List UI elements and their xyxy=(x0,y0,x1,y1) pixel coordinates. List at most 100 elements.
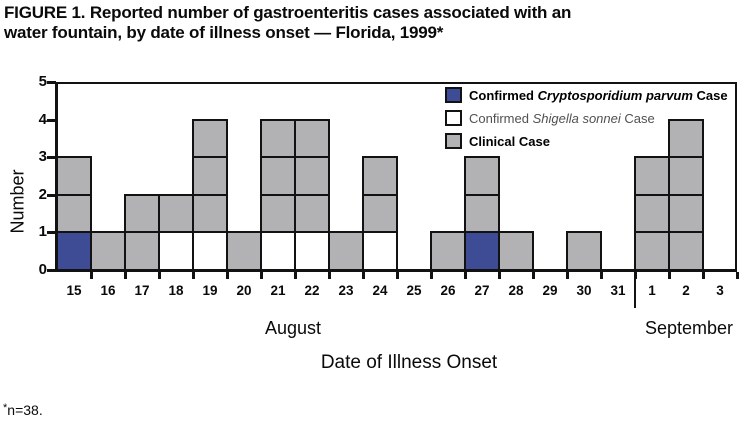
case-box-clinical xyxy=(192,193,228,234)
x-tick xyxy=(464,272,467,279)
case-box-clinical xyxy=(464,193,500,234)
x-tick xyxy=(498,272,501,279)
x-tick xyxy=(600,272,603,279)
month-separator-line xyxy=(634,269,636,308)
x-tick xyxy=(90,272,93,279)
x-tick-label-day: 28 xyxy=(508,283,524,298)
case-box-clinical xyxy=(498,231,534,271)
case-box-clinical xyxy=(56,193,92,234)
case-box-clinical xyxy=(328,231,364,271)
y-tick xyxy=(47,156,56,160)
legend: Confirmed Cryptosporidium parvum Case Con… xyxy=(445,87,728,156)
legend-swatch-clinical xyxy=(445,133,462,149)
case-box-clinical xyxy=(124,193,160,234)
x-tick-label-day: 31 xyxy=(610,283,626,298)
figure-title-line2: water fountain, by date of illness onset… xyxy=(4,23,444,42)
x-axis-title: Date of Illness Onset xyxy=(320,352,498,373)
case-box-clinical xyxy=(668,156,704,196)
x-tick xyxy=(124,272,127,279)
x-tick xyxy=(430,272,433,279)
legend-item-shigella: Confirmed Shigella sonnei Case xyxy=(445,110,728,126)
legend-item-clinical: Clinical Case xyxy=(445,133,728,149)
x-tick-label-day: 26 xyxy=(440,283,456,298)
x-tick xyxy=(260,272,263,279)
y-tick-label: 0 xyxy=(38,261,47,278)
footnote: *n=38. xyxy=(3,402,43,418)
legend-swatch-crypto xyxy=(445,87,462,103)
case-box-crypto xyxy=(464,231,500,271)
x-tick-label-day: 1 xyxy=(648,283,656,298)
y-tick xyxy=(47,81,56,84)
legend-label-crypto: Confirmed Cryptosporidium parvum Case xyxy=(469,87,728,103)
case-box-clinical xyxy=(124,231,160,271)
case-box-clinical xyxy=(634,231,670,271)
x-tick-label-day: 25 xyxy=(406,283,422,298)
x-tick xyxy=(566,272,569,279)
case-box-clinical xyxy=(294,156,330,196)
case-box-clinical xyxy=(56,156,92,196)
case-box-clinical xyxy=(668,193,704,234)
case-box-clinical xyxy=(634,193,670,234)
case-box-clinical xyxy=(430,231,466,271)
footnote-asterisk: * xyxy=(3,402,8,414)
case-box-clinical xyxy=(668,231,704,271)
legend-item-crypto: Confirmed Cryptosporidium parvum Case xyxy=(445,87,728,103)
x-tick-label-day: 21 xyxy=(270,283,286,298)
x-tick xyxy=(294,272,297,279)
x-tick-label-day: 17 xyxy=(134,283,150,298)
x-tick-label-day: 23 xyxy=(338,283,354,298)
x-tick xyxy=(192,272,195,279)
case-box-clinical xyxy=(260,193,296,234)
x-tick xyxy=(532,272,535,279)
case-box-shigella xyxy=(294,231,330,271)
case-box-clinical xyxy=(362,156,398,196)
y-tick-label: 3 xyxy=(38,148,47,166)
y-tick xyxy=(47,193,56,197)
figure-title: FIGURE 1. Reported number of gastroenter… xyxy=(4,3,744,43)
x-tick-label-day: 27 xyxy=(474,283,490,298)
x-tick-label-day: 18 xyxy=(168,283,184,298)
y-tick-label: 1 xyxy=(38,223,47,241)
x-tick xyxy=(396,272,399,279)
case-box-clinical xyxy=(668,118,704,159)
month-label-august: August xyxy=(265,318,322,338)
case-box-shigella xyxy=(362,231,398,271)
x-tick xyxy=(158,272,161,279)
y-tick xyxy=(47,269,56,272)
case-box-clinical xyxy=(192,118,228,159)
x-tick-label-day: 2 xyxy=(682,283,690,298)
x-tick-label-day: 19 xyxy=(202,283,218,298)
footnote-text: n=38. xyxy=(7,402,43,418)
x-tick-label-day: 29 xyxy=(542,283,558,298)
x-tick-label-day: 24 xyxy=(372,283,388,298)
legend-swatch-shigella xyxy=(445,110,462,126)
legend-label-clinical: Clinical Case xyxy=(469,133,550,149)
x-tick-label-day: 3 xyxy=(716,283,724,298)
case-box-clinical xyxy=(294,118,330,159)
y-tick xyxy=(47,118,56,122)
case-box-shigella xyxy=(260,231,296,271)
x-tick xyxy=(702,272,705,279)
x-tick-label-day: 30 xyxy=(576,283,592,298)
x-tick-label-day: 20 xyxy=(236,283,252,298)
case-box-clinical xyxy=(90,231,126,271)
case-box-shigella xyxy=(158,231,194,271)
x-tick xyxy=(226,272,229,279)
x-tick xyxy=(328,272,331,279)
case-box-clinical xyxy=(634,156,670,196)
figure-title-line1: FIGURE 1. Reported number of gastroenter… xyxy=(4,3,572,22)
x-tick xyxy=(362,272,365,279)
x-tick-label-day: 22 xyxy=(304,283,320,298)
case-box-clinical xyxy=(362,193,398,234)
y-tick-label: 5 xyxy=(38,73,47,90)
case-box-clinical xyxy=(294,193,330,234)
case-box-clinical xyxy=(226,231,262,271)
case-box-clinical xyxy=(192,156,228,196)
y-tick-label: 4 xyxy=(38,110,47,128)
case-box-crypto xyxy=(56,231,92,271)
x-tick-label-day: 15 xyxy=(66,283,82,298)
case-box-clinical xyxy=(158,193,194,234)
y-tick-label: 2 xyxy=(38,185,47,203)
y-tick xyxy=(47,231,56,235)
